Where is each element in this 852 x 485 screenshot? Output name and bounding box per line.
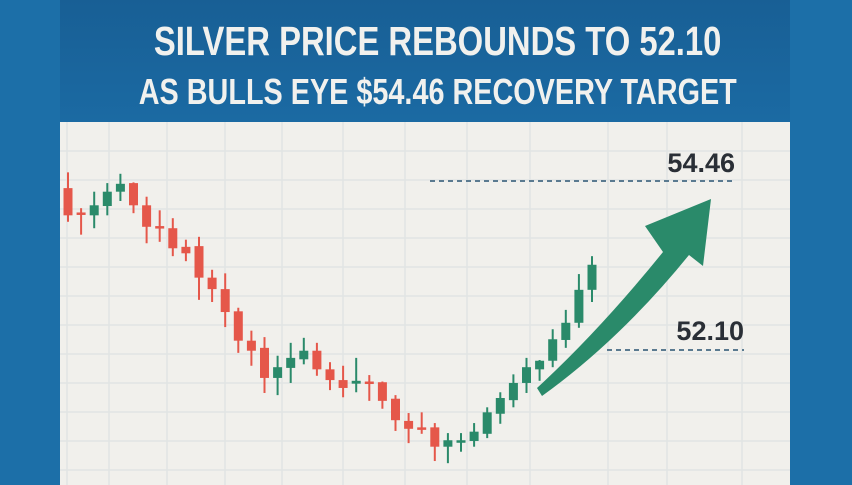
candle-bearish: [63, 172, 73, 222]
candle-body: [574, 289, 584, 323]
candle-bullish: [351, 357, 361, 393]
candle-bearish: [377, 381, 387, 409]
up-arrow-icon: [537, 199, 711, 396]
candle-bearish: [168, 218, 178, 257]
candle-bearish: [430, 423, 440, 462]
candle-bearish: [194, 236, 204, 300]
candle-body: [522, 367, 531, 383]
candle-bullish: [299, 337, 309, 365]
candle-bullish: [561, 309, 571, 348]
candle-body: [194, 246, 204, 278]
candle-body: [299, 350, 309, 360]
candle-body: [351, 380, 361, 384]
candle-body: [548, 339, 558, 361]
headline-line-2-text: AS BULLS EYE $54.46 RECOVERY TARGET: [138, 71, 738, 112]
candle-body: [495, 397, 505, 414]
candle-bullish: [115, 173, 125, 202]
candle-body: [325, 369, 335, 381]
candle-bullish: [286, 342, 296, 383]
candle-body: [102, 191, 112, 207]
candle-body: [587, 264, 597, 290]
candle-body: [129, 183, 138, 206]
candle-body: [286, 357, 296, 368]
candle-body: [76, 212, 86, 215]
candle-bullish: [535, 360, 545, 381]
candle-bearish: [246, 330, 256, 366]
headline-line-1-text: SILVER PRICE REBOUNDS TO 52.10: [154, 18, 722, 64]
candle-body: [168, 228, 178, 249]
candle-body: [430, 427, 440, 447]
chart-panel: [60, 122, 790, 485]
candle-bullish: [273, 355, 283, 396]
candle-body: [508, 382, 518, 401]
title-banner: [60, 0, 790, 122]
candle-body: [246, 340, 256, 351]
candle-body: [312, 350, 322, 370]
candle-body: [260, 347, 269, 378]
candle-bullish: [469, 423, 479, 447]
candle-bullish: [89, 191, 99, 229]
candle-body: [155, 226, 165, 229]
candle-bearish: [233, 307, 243, 353]
candle-bearish: [220, 273, 230, 328]
candle-body: [220, 289, 230, 313]
candle-bearish: [207, 269, 217, 303]
candle-body: [89, 205, 99, 216]
candle-body: [417, 427, 427, 430]
candle-body: [482, 412, 492, 434]
candle-bearish: [364, 375, 374, 401]
candle-body: [364, 381, 374, 385]
candle-bearish: [391, 395, 400, 431]
candle-body: [456, 440, 466, 443]
candle-bearish: [260, 337, 269, 393]
candle-body: [207, 277, 217, 290]
candle-body: [535, 360, 545, 370]
candle-bearish: [142, 196, 152, 244]
candle-bullish: [587, 256, 597, 303]
candle-body: [469, 431, 479, 441]
level-label-target: 54.46: [667, 148, 735, 178]
candle-bullish: [522, 357, 531, 393]
headline-line-2: AS BULLS EYE $54.46 RECOVERY TARGET: [12, 71, 852, 113]
candle-bearish: [404, 413, 414, 444]
candle-body: [561, 322, 571, 340]
level-lines: [430, 179, 744, 351]
candle-body: [115, 183, 125, 192]
candle-bearish: [312, 342, 322, 376]
level-label-current: 52.10: [676, 316, 744, 346]
candle-bullish: [495, 392, 505, 424]
candle-bearish: [325, 362, 335, 391]
candle-body: [391, 398, 400, 421]
candle-body: [273, 367, 283, 378]
candle-bullish: [443, 433, 453, 464]
candle-bullish: [548, 329, 558, 368]
candle-body: [338, 380, 348, 388]
candles: [63, 172, 597, 464]
candle-bearish: [76, 208, 86, 235]
candle-body: [142, 205, 152, 227]
candle-body: [233, 311, 243, 341]
candle-body: [181, 246, 191, 254]
candle-bullish: [574, 274, 584, 328]
candle-bullish: [102, 183, 112, 216]
candle-bullish: [508, 374, 518, 408]
candle-bearish: [155, 210, 165, 242]
candle-bearish: [417, 412, 427, 434]
candle-bullish: [482, 407, 492, 439]
candle-body: [63, 188, 73, 216]
candle-body: [377, 382, 387, 401]
candle-bearish: [338, 365, 348, 398]
candle-bearish: [129, 182, 138, 214]
headline-line-1: SILVER PRICE REBOUNDS TO 52.10: [12, 18, 852, 65]
candle-bearish: [181, 239, 191, 262]
candle-bullish: [456, 433, 466, 452]
candle-body: [443, 440, 453, 447]
candle-body: [404, 420, 414, 429]
